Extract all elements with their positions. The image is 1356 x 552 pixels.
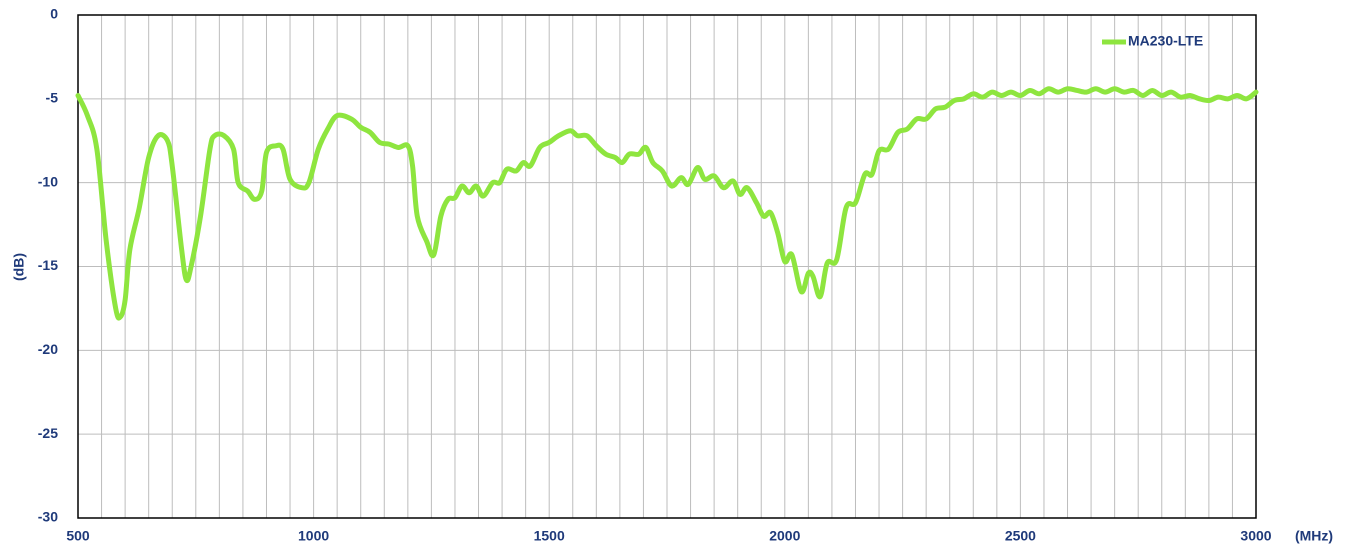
y-tick-label: -5 — [46, 90, 59, 106]
x-tick-label: 500 — [66, 528, 90, 544]
y-tick-label: -20 — [38, 341, 58, 357]
plot-frame — [77, 14, 1257, 519]
x-tick-label: 1000 — [298, 528, 329, 544]
y-tick-label: -10 — [38, 173, 58, 189]
y-tick-label: -15 — [38, 257, 58, 273]
y-axis-label: (dB) — [11, 253, 27, 281]
y-tick-label: -25 — [38, 425, 58, 441]
y-tick-label: -30 — [38, 509, 58, 525]
x-tick-label: 2500 — [1005, 528, 1036, 544]
x-tick-label: 3000 — [1240, 528, 1271, 544]
data-line — [75, 86, 1259, 321]
legend-label: MA230-LTE — [1128, 33, 1203, 49]
y-tick-label: 0 — [50, 6, 58, 22]
x-tick-label: 1500 — [534, 528, 565, 544]
x-axis-label: (MHz) — [1295, 528, 1333, 544]
x-tick-label: 2000 — [769, 528, 800, 544]
